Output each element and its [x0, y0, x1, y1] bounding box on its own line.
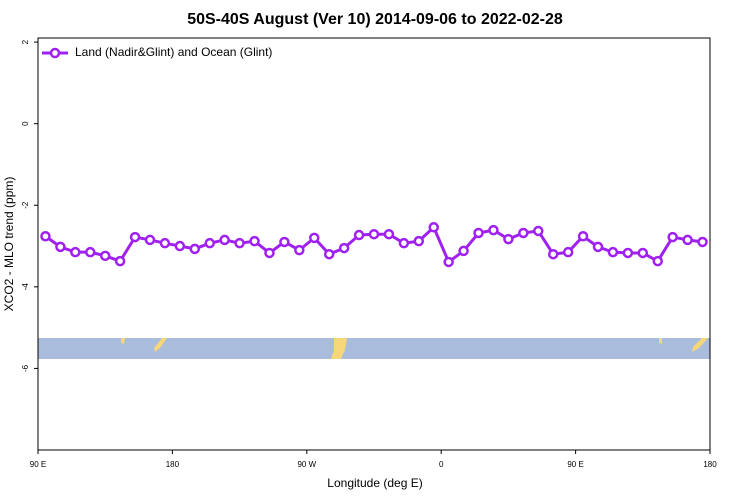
point [114, 255, 126, 267]
plot-frame [37, 37, 711, 451]
point [249, 235, 260, 247]
point [279, 236, 290, 248]
x-tick-label: 180 [166, 460, 180, 469]
point [622, 247, 634, 259]
point [577, 230, 589, 242]
land [331, 338, 347, 359]
point [70, 246, 81, 258]
point [323, 248, 335, 260]
chart-title: 50S-40S August (Ver 10) 2014-09-06 to 20… [187, 11, 563, 28]
point [637, 247, 649, 259]
point [40, 230, 51, 242]
point [129, 231, 141, 243]
point [55, 241, 66, 253]
point [159, 237, 171, 249]
point [488, 224, 499, 236]
map-strip [38, 338, 710, 359]
point [368, 228, 380, 240]
point [562, 246, 574, 258]
point [338, 242, 350, 254]
y-axis-label: XCO2 - MLO trend (ppm) [2, 177, 16, 312]
legend-marker [49, 47, 61, 59]
point [99, 250, 111, 262]
x-tick-label: 90 E [567, 460, 583, 469]
point [473, 227, 484, 239]
point [309, 232, 320, 244]
land [121, 338, 125, 344]
point [518, 227, 529, 239]
y-tick-label: -6 [21, 364, 30, 372]
point [234, 237, 245, 249]
point [174, 240, 186, 252]
point [547, 248, 559, 260]
x-tick-label: 90 E [30, 460, 46, 469]
point [503, 233, 514, 245]
y-tick-label: 2 [21, 39, 30, 44]
point [667, 231, 678, 243]
point [264, 247, 275, 259]
point [607, 246, 619, 258]
land [659, 338, 662, 344]
point [219, 234, 230, 246]
point [592, 241, 604, 253]
point [189, 243, 201, 255]
point [353, 229, 365, 241]
y-tick-label: -2 [21, 201, 30, 209]
point [428, 222, 439, 233]
point [458, 245, 469, 257]
x-tick-label: 180 [703, 460, 717, 469]
point [413, 235, 425, 247]
point [443, 256, 454, 268]
land [154, 338, 167, 352]
y-tick-label: -4 [21, 283, 30, 291]
point [682, 234, 693, 246]
x-tick-label: 0 [439, 460, 444, 469]
point [398, 237, 410, 249]
point [652, 255, 663, 267]
ocean-band [38, 338, 710, 359]
x-tick-label: 90 W [297, 460, 316, 469]
point [533, 225, 544, 237]
point [204, 237, 215, 249]
point [85, 246, 96, 258]
x-axis-label: Longitude (deg E) [327, 476, 422, 490]
point [697, 236, 708, 248]
land [692, 338, 708, 352]
point [294, 244, 305, 256]
point [144, 234, 156, 246]
point [383, 228, 395, 240]
legend-label: Land (Nadir&Glint) and Ocean (Glint) [75, 45, 272, 59]
y-tick-label: 0 [21, 121, 30, 126]
